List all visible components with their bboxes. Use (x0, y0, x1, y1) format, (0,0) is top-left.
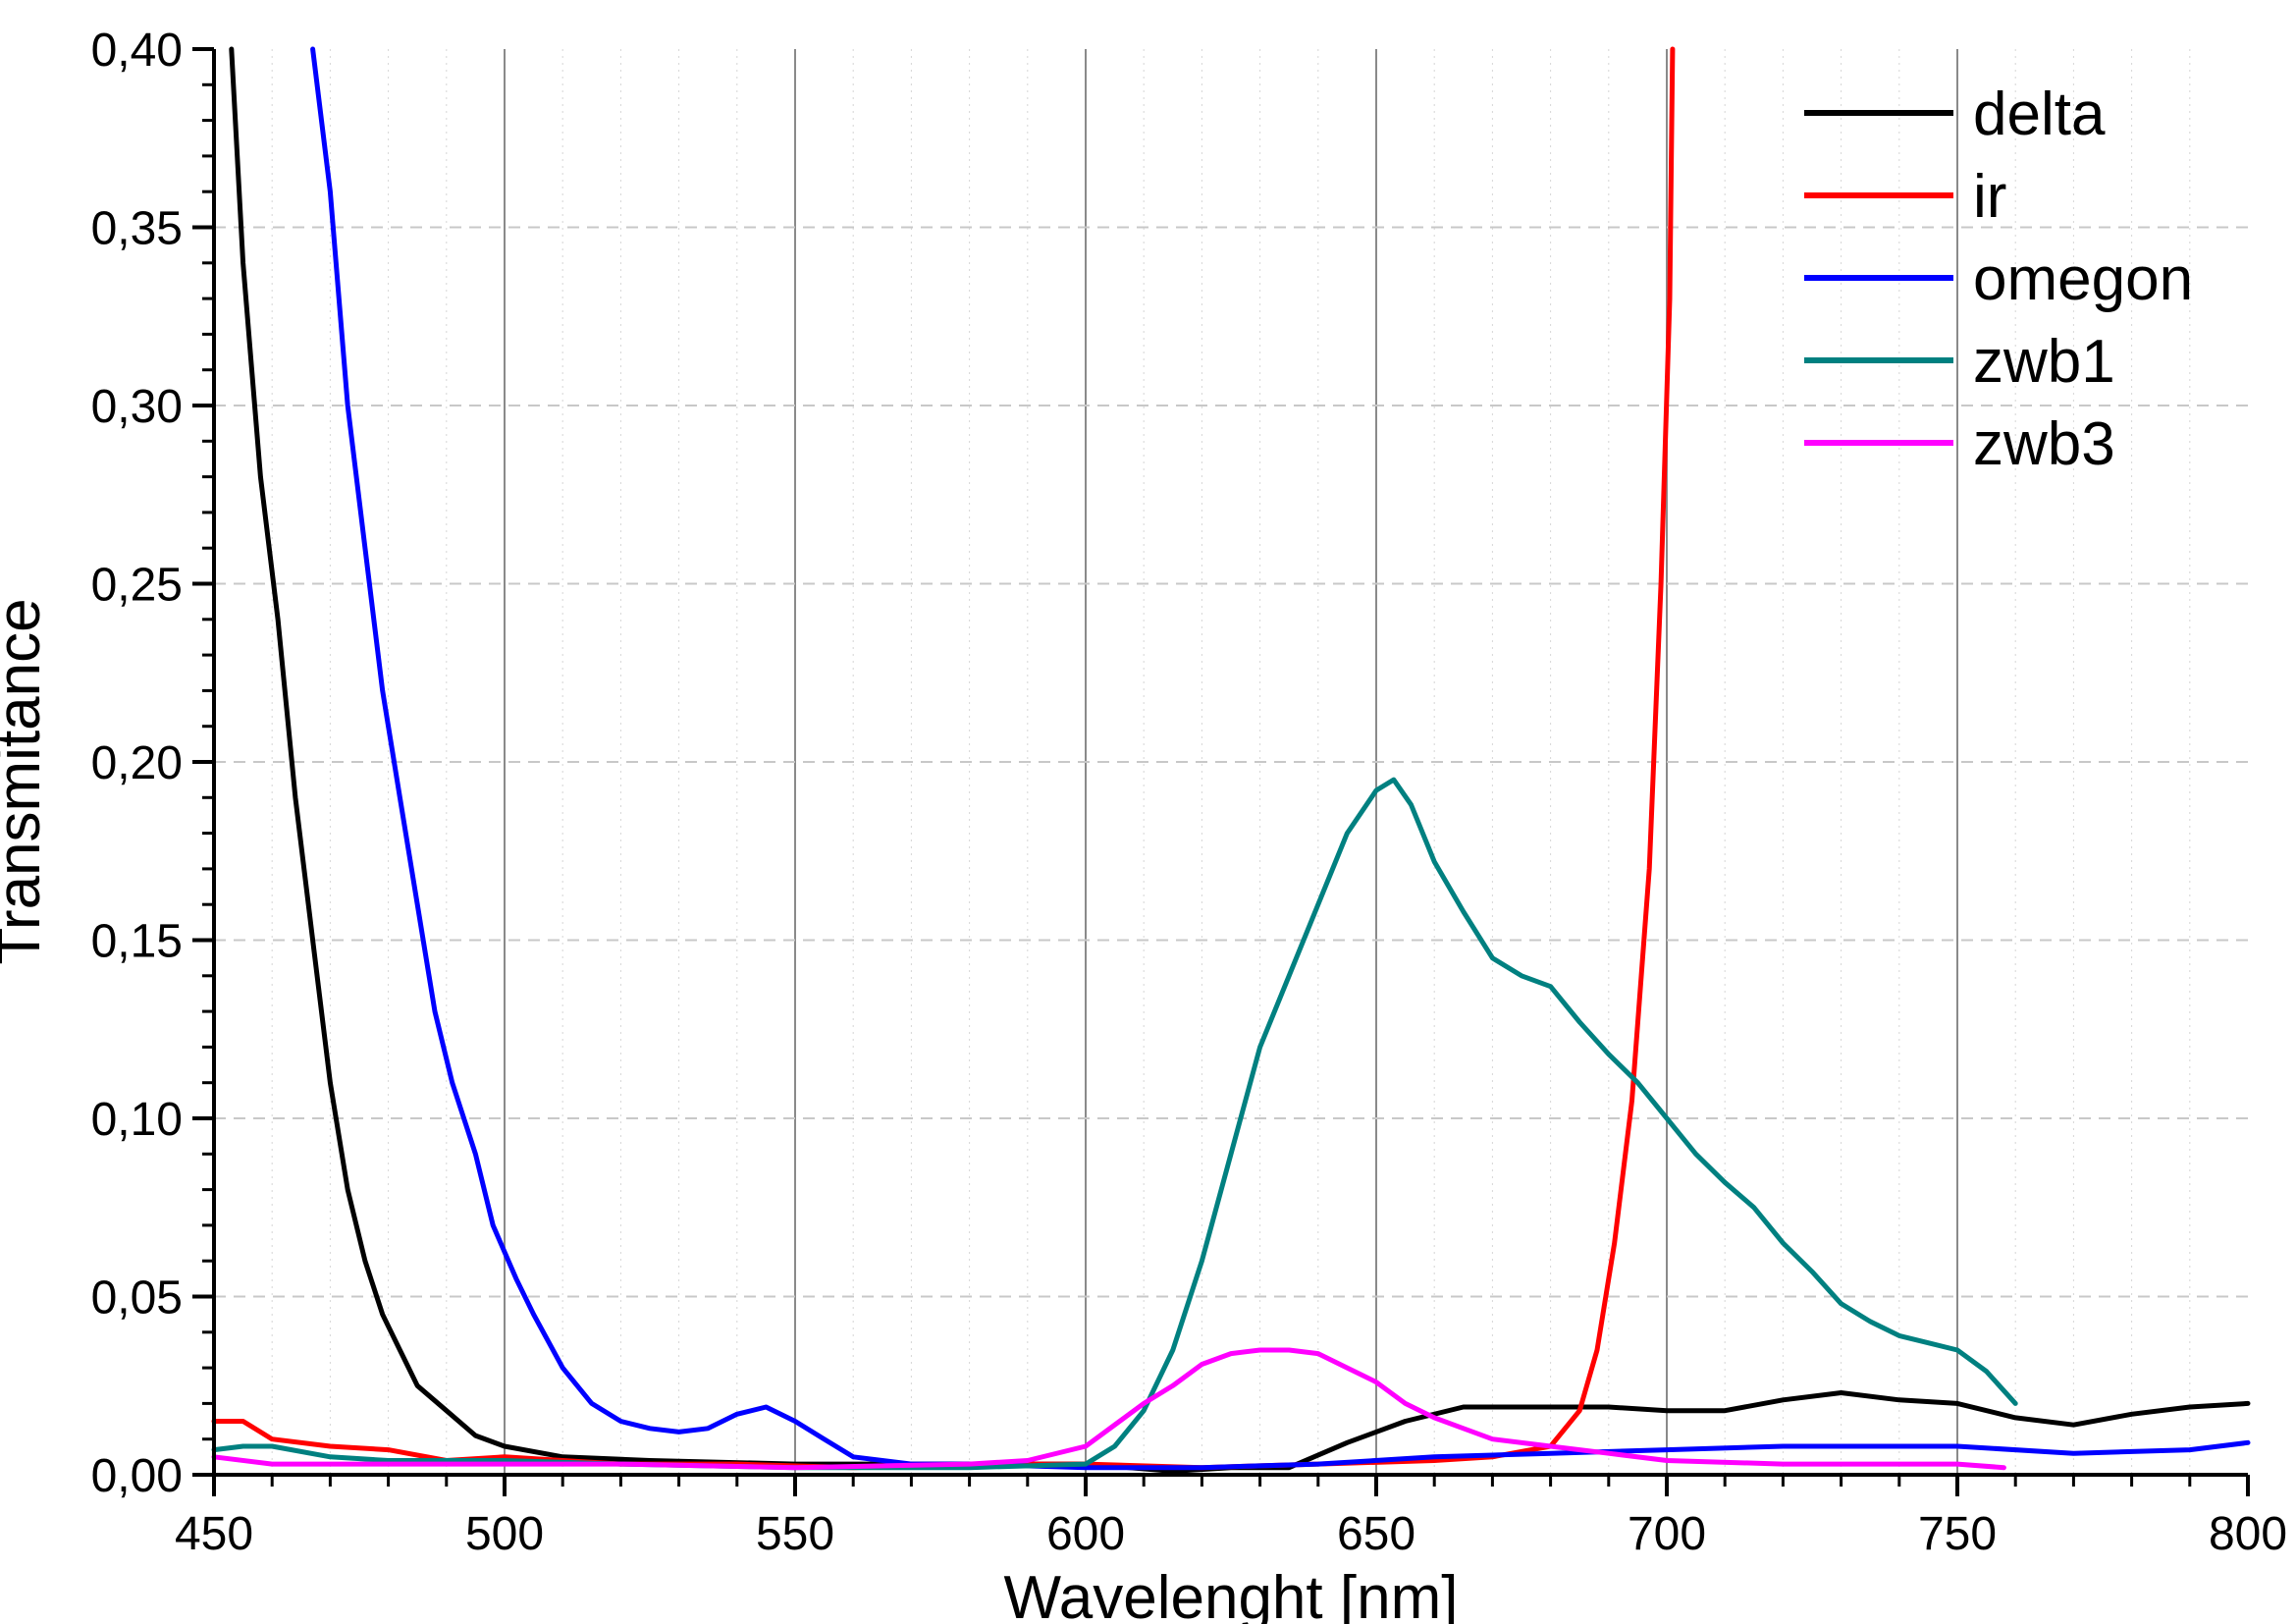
series-line-zwb3 (211, 1347, 2006, 1471)
x-tick-label: 700 (1628, 1508, 1706, 1560)
x-tick-label: 550 (756, 1508, 834, 1560)
y-tick-label: 0,30 (91, 381, 183, 433)
y-tick-label: 0,40 (91, 25, 183, 77)
legend: delta ir omegon zwb1 zwb3 (1804, 81, 2193, 478)
y-tick-label: 0,05 (91, 1272, 183, 1325)
grid (214, 49, 2248, 1475)
legend-label-ir: ir (1973, 163, 2006, 231)
y-tick-label: 0,00 (91, 1450, 183, 1502)
series-line-omegon (310, 46, 2251, 1471)
x-tick-label: 800 (2209, 1508, 2287, 1560)
x-tick-label: 450 (175, 1508, 253, 1560)
series-line-ir (211, 46, 1676, 1471)
x-axis-title: Wavelenght [nm] (1004, 1564, 1459, 1624)
x-tick-label: 650 (1337, 1508, 1415, 1560)
legend-label-omegon: omegon (1973, 245, 2193, 313)
x-tick-label: 750 (1918, 1508, 1997, 1560)
y-tick-label: 0,25 (91, 560, 183, 612)
y-axis-title: Transmitance (0, 598, 53, 964)
x-tick-label: 600 (1046, 1508, 1125, 1560)
series-line-zwb1 (211, 777, 2018, 1471)
y-tick-label: 0,20 (91, 737, 183, 789)
series-line-delta (229, 46, 2251, 1474)
legend-label-zwb3: zwb3 (1973, 410, 2115, 478)
axes: 450 500 550 600 650 700 750 800 0,00 0,05 0,10 0,15… (91, 25, 2287, 1560)
legend-label-delta: delta (1973, 81, 2106, 148)
y-tick-label: 0,15 (91, 916, 183, 968)
series-lines (211, 46, 2251, 1474)
y-tick-label: 0,10 (91, 1094, 183, 1146)
legend-label-zwb1: zwb1 (1973, 328, 2115, 396)
y-tick-label: 0,35 (91, 203, 183, 255)
x-tick-label: 500 (465, 1508, 544, 1560)
